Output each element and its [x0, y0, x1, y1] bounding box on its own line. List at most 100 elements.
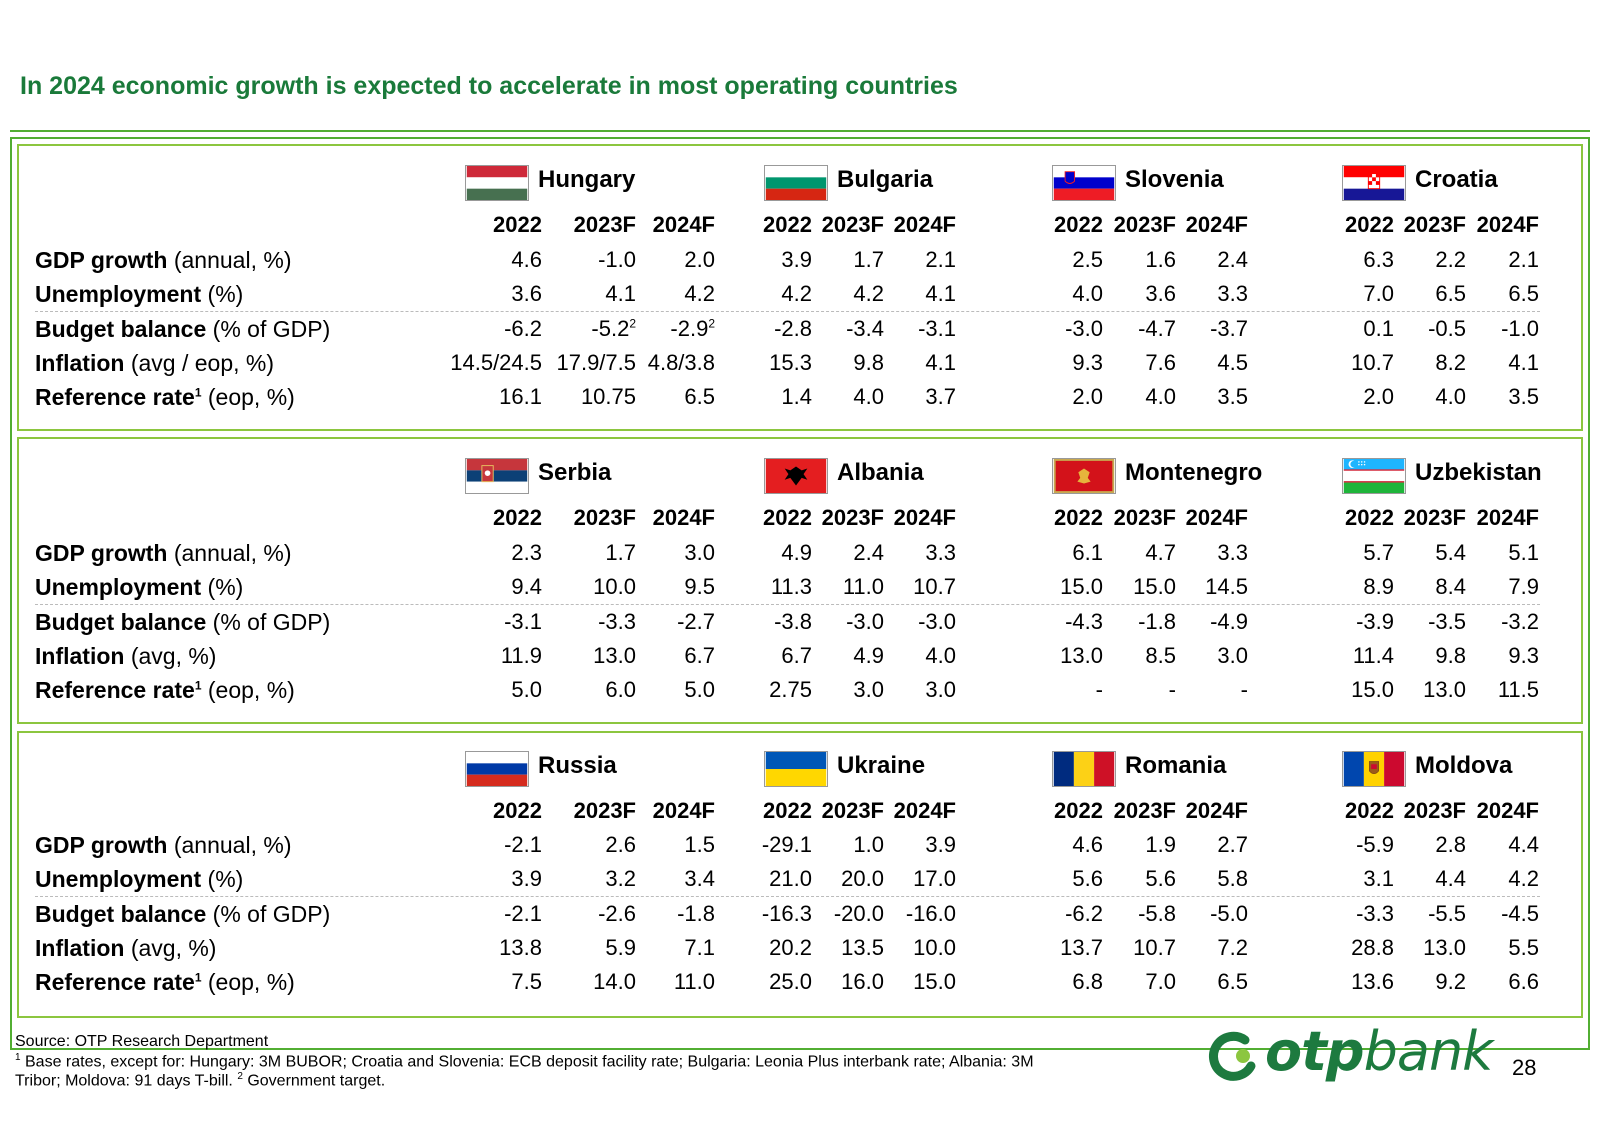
table-cell: 2.4	[1217, 247, 1248, 272]
table-cell: 6.3	[1363, 247, 1394, 272]
table-cell: 7.0	[1363, 281, 1394, 306]
table-cell: 4.1	[1508, 350, 1539, 375]
table-cell: -3.1	[504, 609, 542, 634]
country-name: Uzbekistan	[1415, 459, 1542, 486]
table-cell: 15.0	[1351, 677, 1394, 702]
slovenia-flag-icon	[1052, 165, 1116, 201]
table-cell: 3.6	[511, 281, 542, 306]
table-cell: 13.0	[1423, 935, 1466, 960]
russia-flag-icon	[465, 751, 529, 787]
table-cell: 16.0	[841, 969, 884, 994]
year-header: 2024F	[1185, 505, 1248, 530]
row-label: Budget balance (% of GDP)	[35, 901, 331, 927]
year-header: 2022	[1345, 798, 1394, 823]
table-cell: 2.3	[511, 540, 542, 565]
country-name: Serbia	[538, 459, 612, 486]
year-header: 2024F	[893, 212, 956, 237]
table-cell: 1.6	[1145, 247, 1176, 272]
table-cell: 9.3	[1508, 643, 1539, 668]
table-cell: 14.5/24.5	[450, 350, 542, 375]
table-cell: -3.7	[1210, 316, 1248, 341]
year-header: 2024F	[1476, 212, 1539, 237]
table-cell: 17.9/7.5	[556, 350, 636, 375]
table-cell: 4.9	[853, 643, 884, 668]
table-cell: 3.0	[1217, 643, 1248, 668]
table-cell: 20.0	[841, 866, 884, 891]
year-header: 2022	[493, 505, 542, 530]
row-label: Budget balance (% of GDP)	[35, 316, 331, 342]
table-cell: 4.1	[925, 281, 956, 306]
row-label: GDP growth (annual, %)	[35, 540, 292, 566]
table-cell: 2.0	[684, 247, 715, 272]
year-header: 2022	[763, 212, 812, 237]
table-cell: 10.0	[593, 574, 636, 599]
row-label: Reference rate1 (eop, %)	[35, 384, 295, 410]
table-cell: 4.4	[1435, 866, 1466, 891]
table-cell: 5.0	[511, 677, 542, 702]
table-cell: 20.2	[769, 935, 812, 960]
table-cell: 4.2	[684, 281, 715, 306]
table-cell: 5.0	[684, 677, 715, 702]
ukraine-flag-icon	[764, 751, 828, 787]
country-name: Romania	[1125, 752, 1227, 779]
table-cell: 10.0	[913, 935, 956, 960]
row-label: Unemployment (%)	[35, 281, 244, 307]
table-cell: -3.0	[1065, 316, 1103, 341]
year-header: 2023F	[821, 798, 884, 823]
table-cell: -5.22	[591, 316, 636, 341]
table-cell: 14.0	[593, 969, 636, 994]
year-header: 2024F	[652, 798, 715, 823]
table-cell: -	[1095, 677, 1103, 702]
table-cell: 3.0	[684, 540, 715, 565]
table-cell: 7.9	[1508, 574, 1539, 599]
table-cell: 11.9	[500, 643, 542, 668]
table-cell: 6.6	[1508, 969, 1539, 994]
footnote-1-cont: Tribor; Moldova: 91 days T-bill. 2 Gover…	[15, 1071, 386, 1090]
table-cell: 5.6	[1072, 866, 1103, 891]
otp-bank-wordmark: otpbank	[1265, 1020, 1493, 1083]
table-cell: 2.7	[1217, 832, 1248, 857]
table-cell: 2.5	[1072, 247, 1103, 272]
table-cell: -3.5	[1428, 609, 1466, 634]
table-cell: -3.4	[846, 316, 884, 341]
table-cell: -2.8	[774, 316, 812, 341]
table-cell: 13.6	[1351, 969, 1394, 994]
year-header: 2022	[493, 798, 542, 823]
table-cell: -16.0	[905, 901, 956, 926]
table-cell: 15.0	[1060, 574, 1103, 599]
table-cell: 13.8	[499, 935, 542, 960]
country-name: Albania	[837, 459, 924, 486]
year-header: 2024F	[1476, 505, 1539, 530]
table-cell: 6.5	[1435, 281, 1466, 306]
table-cell: 1.0	[853, 832, 884, 857]
year-header: 2024F	[1476, 798, 1539, 823]
table-cell: 4.2	[781, 281, 812, 306]
title-divider	[10, 130, 1590, 132]
table-cell: 3.5	[1217, 384, 1248, 409]
table-cell: -3.0	[918, 609, 956, 634]
year-header: 2023F	[821, 212, 884, 237]
table-cell: 8.2	[1435, 350, 1466, 375]
table-cell: 11.0	[842, 574, 884, 599]
table-cell: -6.2	[504, 316, 542, 341]
table-cell: -2.7	[677, 609, 715, 634]
table-cell: -5.9	[1356, 832, 1394, 857]
table-cell: 15.0	[913, 969, 956, 994]
table-cell: 11.3	[770, 574, 812, 599]
table-cell: 3.3	[925, 540, 956, 565]
table-cell: -3.1	[918, 316, 956, 341]
table-cell: 21.0	[769, 866, 812, 891]
table-cell: 2.8	[1435, 832, 1466, 857]
table-cell: 4.0	[853, 384, 884, 409]
table-cell: 6.0	[605, 677, 636, 702]
table-cell: 13.7	[1060, 935, 1103, 960]
year-header: 2023F	[821, 505, 884, 530]
table-cell: 5.5	[1508, 935, 1539, 960]
table-cell: 4.0	[1435, 384, 1466, 409]
table-cell: -1.8	[677, 901, 715, 926]
row-label: Inflation (avg, %)	[35, 643, 217, 669]
table-cell: 14.5	[1205, 574, 1248, 599]
row-label: GDP growth (annual, %)	[35, 247, 292, 273]
table-cell: 3.0	[853, 677, 884, 702]
table-cell: 3.9	[925, 832, 956, 857]
